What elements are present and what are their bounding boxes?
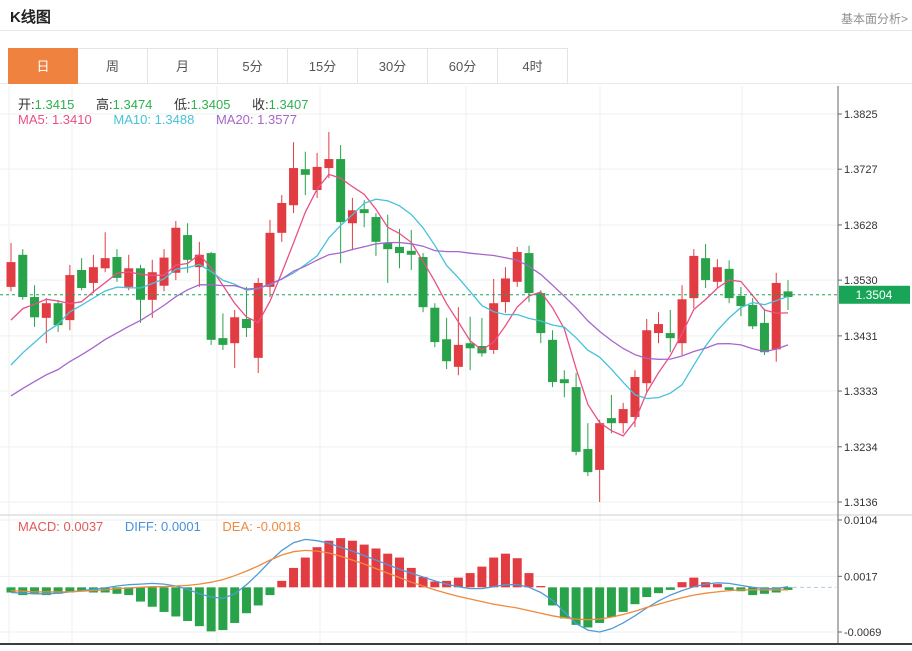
tab-30分[interactable]: 30分 <box>358 48 428 84</box>
svg-text:1.3825: 1.3825 <box>844 109 878 121</box>
period-tab-bar: 日周月 5分 15分 30分 60分 4时 <box>8 48 568 84</box>
svg-text:1.3234: 1.3234 <box>844 442 878 454</box>
svg-text:1.3333: 1.3333 <box>844 386 878 398</box>
tab-日[interactable]: 日 <box>8 48 78 84</box>
dea-line <box>10 549 788 621</box>
macd-legend: MACD: 0.0037 DIFF: 0.0001 DEA: -0.0018 <box>18 519 318 534</box>
diff-line <box>10 538 789 633</box>
svg-text:-0.0069: -0.0069 <box>844 627 881 639</box>
svg-text:0.0017: 0.0017 <box>844 571 878 583</box>
tab-15分[interactable]: 15分 <box>288 48 358 84</box>
svg-text:0.0104: 0.0104 <box>844 515 878 527</box>
ma-lines-layer <box>10 173 789 437</box>
ma20-line <box>10 241 789 397</box>
fundamental-analysis-link[interactable]: 基本面分析> <box>840 12 908 26</box>
svg-text:1.3628: 1.3628 <box>844 220 878 232</box>
ohlc-legend: 开:1.3415 高:1.3474 低:1.3405 收:1.3407 <box>18 94 326 113</box>
tab-4时[interactable]: 4时 <box>498 48 568 84</box>
ma5-value: MA5: 1.3410 <box>18 112 92 127</box>
current-price-badge <box>839 285 910 304</box>
svg-text:1.3504: 1.3504 <box>856 288 893 302</box>
candles-layer <box>6 132 793 502</box>
grid-layer <box>0 86 838 643</box>
diff-value: DIFF: 0.0001 <box>124 519 201 534</box>
macd-lines-layer <box>10 538 789 633</box>
dea-value: DEA: -0.0018 <box>222 519 301 534</box>
macd-value: MACD: 0.0037 <box>18 519 104 534</box>
tab-60分[interactable]: 60分 <box>428 48 498 84</box>
page-title: K线图 <box>10 9 51 26</box>
ma5-line <box>10 173 789 437</box>
ma10-value: MA10: 1.3488 <box>113 112 195 127</box>
macd-histogram-layer <box>6 538 836 632</box>
ohlc-low: 低:1.3405 <box>174 97 231 112</box>
svg-text:1.3530: 1.3530 <box>844 275 878 287</box>
ma-legend: MA5: 1.3410 MA10: 1.3488 MA20: 1.3577 <box>18 112 315 127</box>
ma20-value: MA20: 1.3577 <box>215 112 297 127</box>
tab-周[interactable]: 周 <box>78 48 148 84</box>
svg-text:1.3431: 1.3431 <box>844 331 878 343</box>
tab-5分[interactable]: 5分 <box>218 48 288 84</box>
axis-layer: 1.3825 1.3727 1.3628 1.3530 1.3431 1.3333 1.32… <box>0 86 912 645</box>
svg-text:1.3727: 1.3727 <box>844 164 878 176</box>
ohlc-high: 高:1.3474 <box>96 97 153 112</box>
header-divider <box>0 30 912 31</box>
ohlc-open: 开:1.3415 <box>18 97 75 112</box>
svg-text:1.3136: 1.3136 <box>844 497 878 509</box>
ohlc-close: 收:1.3407 <box>252 97 309 112</box>
ma10-line <box>10 198 789 400</box>
current-price-marker: 1.3504 <box>0 285 910 304</box>
tab-月[interactable]: 月 <box>148 48 218 84</box>
